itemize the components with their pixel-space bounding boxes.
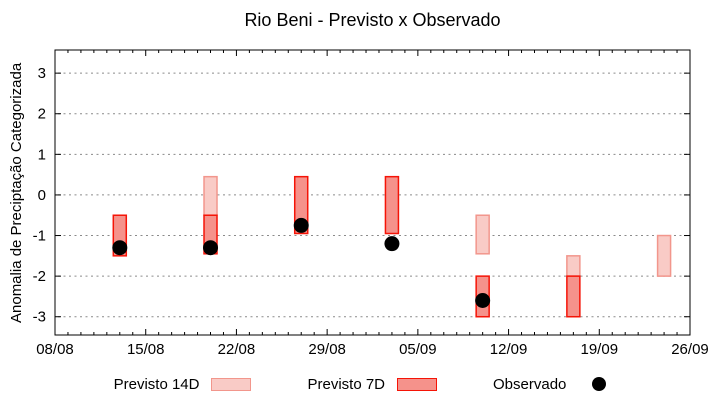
- x-tick-label: 08/08: [36, 341, 74, 358]
- forecast-range-bar: [566, 255, 581, 277]
- previsto-7d-swatch-icon: [397, 377, 438, 391]
- x-tick-label: 05/09: [399, 341, 437, 358]
- x-tick-label: 22/08: [218, 341, 256, 358]
- observed-point: [112, 240, 128, 256]
- forecast-range-bar: [475, 214, 490, 255]
- legend-label-previsto-7d: Previsto 7D: [307, 375, 386, 393]
- legend: Previsto 14D Previsto 7D Observado: [0, 374, 720, 394]
- observed-point: [384, 236, 400, 252]
- chart-title: Rio Beni - Previsto x Observado: [244, 10, 501, 30]
- x-tick-label: 12/09: [490, 341, 528, 358]
- y-tick-label: 1: [38, 146, 46, 163]
- y-tick-label: -2: [33, 268, 46, 285]
- legend-label-previsto-14d: Previsto 14D: [113, 375, 200, 393]
- plot-border: [54, 49, 691, 336]
- observado-dot-icon: [592, 377, 607, 391]
- y-tick-label: -1: [33, 228, 46, 245]
- x-tick-label: 15/08: [127, 341, 165, 358]
- legend-item-observado: Observado: [493, 375, 607, 393]
- forecast-range-bar: [203, 175, 218, 216]
- legend-label-observado: Observado: [493, 375, 567, 393]
- observed-point: [203, 240, 219, 256]
- y-tick-label: -3: [33, 309, 46, 326]
- legend-item-previsto-7d: Previsto 7D: [307, 375, 438, 393]
- x-tick-label: 26/09: [671, 341, 709, 358]
- y-tick-label: 3: [38, 65, 46, 82]
- y-tick-label: 2: [38, 106, 46, 123]
- forecast-range-bar: [384, 175, 400, 235]
- observed-point: [475, 292, 491, 308]
- observed-point: [293, 217, 309, 233]
- x-tick-label: 19/09: [581, 341, 619, 358]
- previsto-14d-swatch-icon: [211, 377, 252, 391]
- forecast-range-bar: [566, 275, 581, 318]
- y-tick-label: 0: [38, 187, 46, 204]
- legend-item-previsto-14d: Previsto 14D: [114, 376, 252, 393]
- forecast-range-bar: [656, 234, 672, 277]
- x-tick-label: 29/08: [308, 341, 346, 358]
